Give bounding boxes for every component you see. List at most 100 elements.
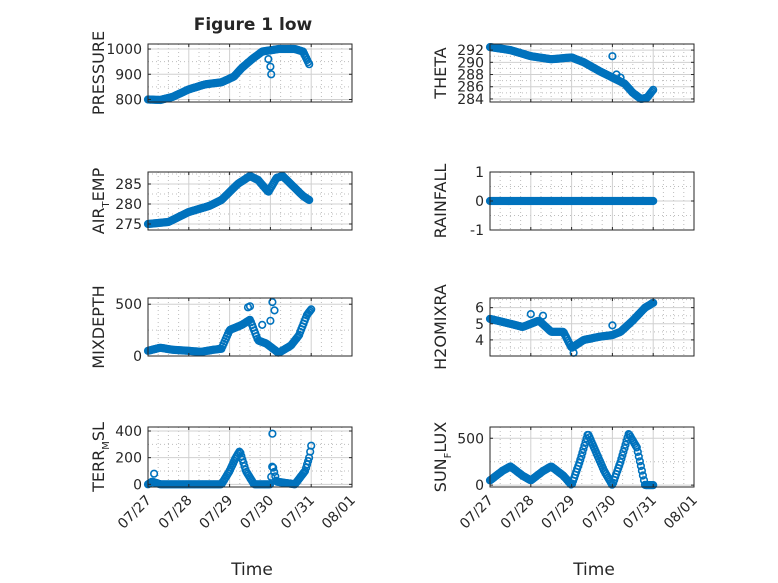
data-point: [636, 461, 646, 471]
data-point: [270, 306, 279, 315]
y-tick-label: 290: [457, 55, 484, 71]
data-point: [245, 302, 255, 311]
data-point: [620, 444, 629, 453]
axes-box: [147, 43, 353, 103]
x-tick-label: 07/28: [498, 493, 538, 533]
data-point: [150, 469, 159, 478]
data-point: [618, 451, 627, 460]
y-axis-label: AIRTEMP: [89, 167, 112, 234]
axes-box: [147, 426, 353, 488]
data-point: [638, 471, 648, 480]
data-point: [608, 52, 617, 61]
y-tick-label: 0: [475, 194, 484, 210]
x-tick-label: 07/27: [457, 493, 497, 533]
y-tick-label: 200: [115, 451, 142, 467]
x-tick-label: 07/28: [156, 493, 196, 533]
data-point: [649, 85, 658, 94]
y-tick-label: 284: [457, 92, 484, 108]
data-point: [307, 441, 316, 450]
data-point: [266, 480, 275, 489]
y-tick-label: 280: [115, 197, 142, 213]
y-axis-label-text: EMP: [89, 167, 108, 201]
y-axis-label-text: THETA: [431, 47, 450, 99]
data-point: [307, 305, 316, 314]
x-tick-label: 07/30: [237, 493, 277, 533]
data-point: [526, 310, 535, 319]
data-point: [264, 54, 273, 64]
data-point: [576, 455, 585, 464]
x-tick-label: 07/27: [115, 493, 155, 533]
y-tick-label: 0: [475, 478, 484, 494]
data-point: [305, 195, 314, 205]
data-point: [268, 429, 277, 438]
data-point: [617, 454, 626, 464]
y-tick-label: 0: [133, 477, 142, 493]
data-point: [632, 443, 641, 452]
data-point: [616, 458, 625, 467]
y-tick-label: 4: [475, 333, 484, 349]
axes-box: [489, 297, 695, 357]
axes-box: [147, 297, 353, 357]
data-point: [621, 440, 630, 449]
x-tick-label: 08/01: [319, 493, 359, 533]
x-tick-label: 08/01: [661, 493, 701, 533]
subplot-row3-left: 0 500 MIXDEPTH: [89, 285, 353, 369]
y-tick-label: 275: [115, 217, 142, 233]
data-point: [235, 447, 244, 456]
x-tick-label: 07/31: [278, 493, 318, 533]
data-point: [270, 467, 279, 477]
data-point: [305, 60, 314, 69]
y-axis-label: THETA: [431, 47, 450, 99]
x-tick-label: 07/31: [620, 493, 660, 533]
data-point: [633, 447, 642, 457]
data-point: [608, 321, 617, 330]
data-point: [306, 306, 315, 315]
x-tick-label: 07/29: [539, 493, 579, 533]
subplot-row4-left: 0 200 400 07/27 07/28 07/29 07/30 07/31 08/01 TER…: [89, 422, 359, 532]
y-axis-label: TERRMSL: [89, 422, 112, 493]
y-axis-label: RAINFALL: [431, 164, 450, 239]
y-tick-label: 0: [133, 349, 142, 365]
y-tick-label: 1: [475, 165, 484, 181]
x-tick-label: 07/30: [579, 493, 619, 533]
data-point: [269, 463, 278, 472]
data-point: [616, 73, 625, 82]
y-axis-label-text: PRESSURE: [89, 31, 108, 115]
y-tick-label: 1000: [106, 42, 142, 58]
y-axis-label-subscript: F: [443, 452, 454, 458]
figure-title: Figure 1 low: [194, 15, 313, 35]
y-tick-label: 900: [115, 67, 142, 83]
subplot-row4-right: 0 500 07/27 07/28 07/29 07/30 07/31 08/01 SUNFLU…: [431, 422, 701, 533]
data-point: [266, 62, 275, 71]
y-axis-label-text: LUX: [431, 422, 450, 453]
y-axis-label: MIXDEPTH: [89, 285, 108, 368]
y-tick-label: 286: [457, 80, 484, 96]
y-tick-label: 400: [115, 424, 142, 440]
data-point: [580, 441, 589, 450]
data-point: [267, 70, 276, 79]
data-point: [578, 448, 587, 457]
y-axis-label-text: MIXDEPTH: [89, 285, 108, 368]
data-point: [649, 196, 658, 206]
data-point: [579, 445, 588, 454]
x-tick-label: 07/29: [197, 493, 237, 533]
axes-box: [489, 426, 695, 488]
y-axis-label: H2OMIXRA: [431, 284, 450, 370]
y-axis-label-text: H2OMIXRA: [431, 284, 450, 370]
y-axis-label-text: RAINFALL: [431, 164, 450, 239]
y-axis-label: SUNFLUX: [431, 422, 454, 492]
y-axis-label-text: AIR: [89, 207, 108, 234]
y-tick-label: 6: [475, 301, 484, 317]
data-point: [649, 481, 658, 490]
data-point: [635, 457, 645, 466]
y-tick-label: 285: [115, 177, 142, 193]
data-point: [619, 447, 628, 456]
y-axis-label-text: TERR: [89, 450, 108, 493]
data-point: [577, 452, 586, 461]
y-tick-label: 800: [115, 92, 142, 108]
data-point: [268, 298, 277, 307]
